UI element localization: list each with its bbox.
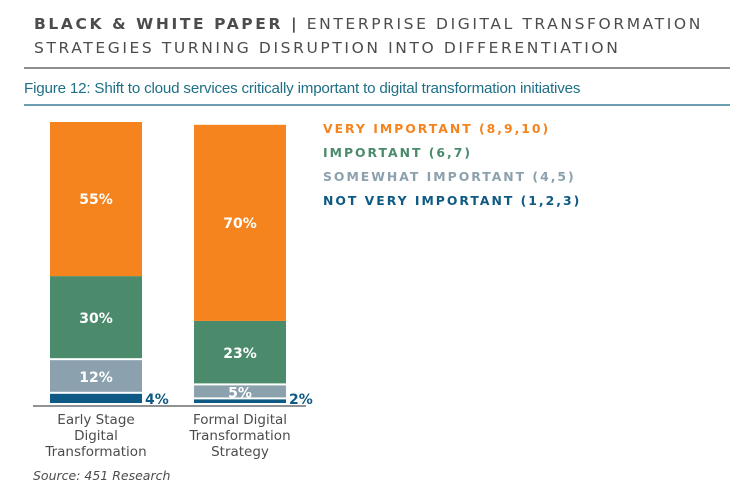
bar-segment [194, 385, 286, 398]
category-label: Formal Digital [193, 412, 287, 428]
data-label: 2% [289, 392, 313, 408]
data-label: 12% [79, 370, 113, 386]
data-label: 70% [223, 216, 257, 232]
bar-segment [50, 122, 142, 277]
bar-segment [194, 124, 286, 321]
bar-segment [50, 360, 142, 392]
header-title-part1: ENTERPRISE DIGITAL TRANSFORMATION [299, 15, 703, 33]
bar-segment [50, 393, 142, 403]
header-line-2: STRATEGIES TURNING DISRUPTION INTO DIFFE… [34, 39, 621, 57]
data-label: 5% [228, 385, 252, 401]
header-line-1: BLACK & WHITE PAPER | ENTERPRISE DIGITAL… [34, 12, 703, 36]
data-label: 30% [79, 311, 113, 327]
source-note: Source: 451 Research [33, 468, 171, 483]
data-label: 4% [145, 392, 169, 408]
header-brand: BLACK & WHITE PAPER | [34, 15, 300, 33]
category-label: Early Stage [57, 412, 134, 428]
header-divider [24, 67, 730, 69]
legend-item: IMPORTANT (6,7) [323, 145, 473, 160]
bar-segment [194, 320, 286, 384]
figure-title-underline [24, 104, 730, 106]
legend-item: SOMEWHAT IMPORTANT (4,5) [323, 169, 576, 184]
figure-title: Figure 12: Shift to cloud services criti… [24, 80, 581, 97]
category-label: Strategy [211, 444, 269, 460]
category-label: Transformation [44, 444, 146, 460]
data-label: 23% [223, 346, 257, 362]
data-label: 55% [79, 192, 113, 208]
category-label: Digital [74, 428, 118, 444]
paper-header: BLACK & WHITE PAPER | ENTERPRISE DIGITAL… [34, 12, 703, 60]
legend-item: NOT VERY IMPORTANT (1,2,3) [323, 193, 582, 208]
legend-item: VERY IMPORTANT (8,9,10) [323, 121, 551, 136]
bar-segment [194, 399, 286, 403]
bar-segment [50, 276, 142, 359]
category-label: Transformation [188, 428, 290, 444]
